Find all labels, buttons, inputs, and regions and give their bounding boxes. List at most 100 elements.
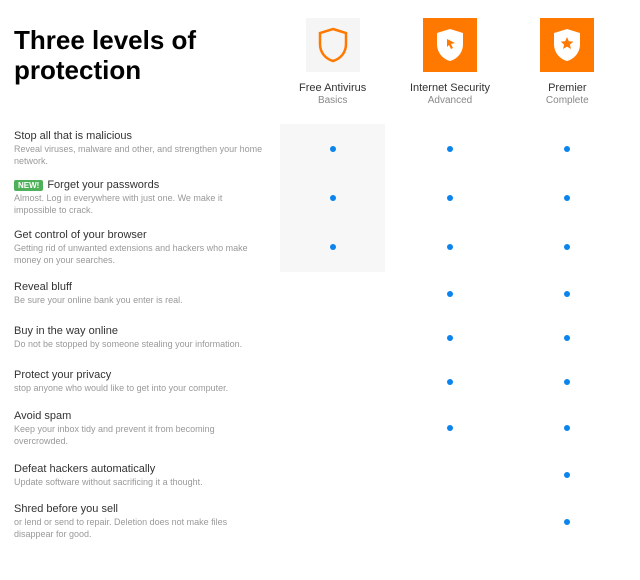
feature-row: Defeat hackers automaticallyUpdate softw…	[14, 453, 626, 497]
included-dot-icon	[447, 291, 453, 297]
feature-label: Avoid spamKeep your inbox tidy and preve…	[14, 404, 274, 453]
feature-title: Defeat hackers automatically	[14, 463, 264, 475]
included-dot-icon	[564, 146, 570, 152]
check-cell-advanced	[391, 360, 508, 404]
included-dot-icon	[564, 195, 570, 201]
feature-row: Buy in the way onlineDo not be stopped b…	[14, 316, 626, 360]
tier-name: Free Antivirus	[278, 82, 387, 94]
feature-title-text: Stop all that is malicious	[14, 130, 132, 142]
check-cell-advanced	[391, 404, 508, 453]
tier-header-complete: Premier Complete	[509, 18, 626, 106]
included-dot-icon	[447, 335, 453, 341]
included-dot-icon	[447, 425, 453, 431]
feature-desc: Getting rid of unwanted extensions and h…	[14, 242, 264, 266]
feature-title: Shred before you sell	[14, 503, 264, 515]
included-dot-icon	[447, 244, 453, 250]
feature-title: NEW! Forget your passwords	[14, 179, 264, 191]
feature-label: Shred before you sellor lend or send to …	[14, 497, 274, 546]
feature-row: NEW! Forget your passwordsAlmost. Log in …	[14, 173, 626, 222]
check-cell-basics	[274, 173, 391, 222]
check-cell-advanced	[391, 497, 508, 546]
check-cell-advanced	[391, 316, 508, 360]
check-cell-basics	[274, 360, 391, 404]
feature-label: Buy in the way onlineDo not be stopped b…	[14, 319, 274, 356]
check-cell-basics	[274, 272, 391, 316]
check-cell-complete	[509, 360, 626, 404]
feature-title-text: Protect your privacy	[14, 369, 111, 381]
included-dot-icon	[564, 519, 570, 525]
feature-desc: Keep your inbox tidy and prevent it from…	[14, 423, 264, 447]
included-dot-icon	[564, 472, 570, 478]
check-cell-basics	[274, 223, 391, 272]
feature-title-text: Avoid spam	[14, 410, 71, 422]
feature-row: Protect your privacystop anyone who woul…	[14, 360, 626, 404]
tier-name: Premier	[513, 82, 622, 94]
feature-label: NEW! Forget your passwordsAlmost. Log in …	[14, 173, 274, 222]
feature-label: Reveal bluffBe sure your online bank you…	[14, 275, 274, 312]
feature-desc: stop anyone who would like to get into y…	[14, 382, 264, 394]
feature-title-text: Get control of your browser	[14, 229, 147, 241]
check-cell-advanced	[391, 173, 508, 222]
feature-desc: Almost. Log in everywhere with just one.…	[14, 192, 264, 216]
feature-title-text: Buy in the way online	[14, 325, 118, 337]
check-cell-basics	[274, 453, 391, 497]
feature-title: Reveal bluff	[14, 281, 264, 293]
check-cell-basics	[274, 497, 391, 546]
feature-row: Avoid spamKeep your inbox tidy and preve…	[14, 404, 626, 453]
included-dot-icon	[564, 379, 570, 385]
feature-row: Reveal bluffBe sure your online bank you…	[14, 272, 626, 316]
check-cell-basics	[274, 316, 391, 360]
feature-title-text: Reveal bluff	[14, 281, 72, 293]
feature-label: Protect your privacystop anyone who woul…	[14, 363, 274, 400]
included-dot-icon	[330, 195, 336, 201]
feature-desc: Update software without sacrificing it a…	[14, 476, 264, 488]
tier-name: Internet Security	[395, 82, 504, 94]
shield-outline-icon	[306, 18, 360, 72]
check-cell-basics	[274, 404, 391, 453]
page-title: Three levels of protection	[14, 26, 264, 86]
included-dot-icon	[564, 244, 570, 250]
check-cell-complete	[509, 497, 626, 546]
check-cell-advanced	[391, 272, 508, 316]
check-cell-complete	[509, 316, 626, 360]
feature-desc: Do not be stopped by someone stealing yo…	[14, 338, 264, 350]
title-cell: Three levels of protection	[14, 18, 274, 86]
feature-title-text: Forget your passwords	[47, 179, 159, 191]
included-dot-icon	[564, 291, 570, 297]
feature-desc: Be sure your online bank you enter is re…	[14, 294, 264, 306]
check-cell-advanced	[391, 124, 508, 173]
tier-subtitle: Advanced	[395, 95, 504, 106]
included-dot-icon	[447, 195, 453, 201]
feature-desc: or lend or send to repair. Deletion does…	[14, 516, 264, 540]
feature-row: Get control of your browserGetting rid o…	[14, 223, 626, 272]
included-dot-icon	[330, 244, 336, 250]
feature-title-text: Shred before you sell	[14, 503, 118, 515]
feature-label: Defeat hackers automaticallyUpdate softw…	[14, 457, 274, 494]
feature-label: Get control of your browserGetting rid o…	[14, 223, 274, 272]
check-cell-complete	[509, 124, 626, 173]
comparison-table: Three levels of protection Free Antiviru…	[0, 0, 640, 546]
check-cell-complete	[509, 404, 626, 453]
feature-row: Shred before you sellor lend or send to …	[14, 497, 626, 546]
tier-header-advanced: Internet Security Advanced	[391, 18, 508, 106]
included-dot-icon	[564, 335, 570, 341]
check-cell-complete	[509, 223, 626, 272]
check-cell-complete	[509, 453, 626, 497]
tier-subtitle: Complete	[513, 95, 622, 106]
included-dot-icon	[447, 146, 453, 152]
feature-title: Protect your privacy	[14, 369, 264, 381]
feature-title: Get control of your browser	[14, 229, 264, 241]
feature-row: Stop all that is maliciousReveal viruses…	[14, 124, 626, 173]
feature-title: Buy in the way online	[14, 325, 264, 337]
new-badge: NEW!	[14, 180, 43, 191]
check-cell-advanced	[391, 223, 508, 272]
feature-label: Stop all that is maliciousReveal viruses…	[14, 124, 274, 173]
included-dot-icon	[330, 146, 336, 152]
feature-title: Stop all that is malicious	[14, 130, 264, 142]
check-cell-complete	[509, 173, 626, 222]
features-list: Stop all that is maliciousReveal viruses…	[14, 124, 626, 546]
tier-header-basics: Free Antivirus Basics	[274, 18, 391, 106]
included-dot-icon	[564, 425, 570, 431]
check-cell-complete	[509, 272, 626, 316]
feature-title-text: Defeat hackers automatically	[14, 463, 155, 475]
